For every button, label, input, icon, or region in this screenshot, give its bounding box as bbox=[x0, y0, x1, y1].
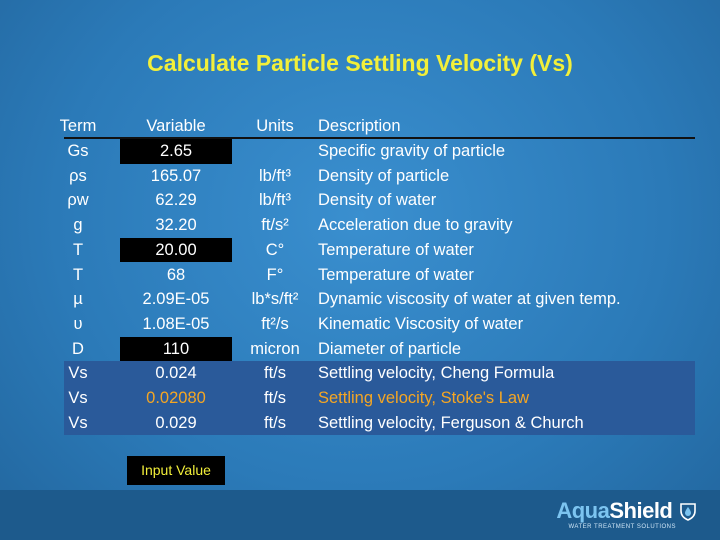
variable-cell: 1.08E-05 bbox=[142, 314, 210, 333]
footer bbox=[0, 490, 720, 540]
term-cell: D bbox=[72, 339, 84, 358]
term-cell: g bbox=[73, 216, 83, 235]
variable-cell: 20.00 bbox=[120, 237, 232, 263]
units-cell: C° bbox=[265, 240, 285, 259]
logo-aqua: Aqua bbox=[556, 498, 610, 523]
term-cell: µ bbox=[73, 290, 83, 309]
description-cell: Density of water bbox=[318, 191, 437, 210]
term-cell: Vs bbox=[68, 413, 88, 432]
description-cell: Temperature of water bbox=[318, 265, 474, 284]
units-cell: ft/s bbox=[263, 364, 286, 383]
units-cell: lb/ft³ bbox=[258, 166, 292, 185]
variable-cell: 0.029 bbox=[155, 413, 197, 432]
term-cell: ρw bbox=[67, 191, 89, 210]
term-cell: Vs bbox=[68, 364, 88, 383]
description-cell: Acceleration due to gravity bbox=[318, 216, 513, 235]
units-cell bbox=[236, 139, 314, 164]
logo-icon bbox=[680, 503, 696, 521]
units-cell: F° bbox=[266, 265, 284, 284]
description-cell: Temperature of water bbox=[318, 240, 474, 259]
term-cell: ρs bbox=[69, 166, 87, 185]
header-term: Term bbox=[59, 117, 97, 135]
variable-cell: 32.20 bbox=[155, 216, 197, 235]
legend: Input Value bbox=[127, 456, 225, 485]
units-cell: ft²/s bbox=[261, 314, 289, 333]
variable-cell: 2.65 bbox=[120, 139, 232, 164]
header-variable: Variable bbox=[146, 117, 206, 135]
logo: AquaShield WATER TREATMENT SOLUTIONS bbox=[556, 498, 698, 530]
units-cell: ft/s² bbox=[261, 216, 289, 235]
header-units: Units bbox=[256, 117, 294, 135]
variable-cell: 0.024 bbox=[155, 364, 197, 383]
units-cell: lb*s/ft² bbox=[251, 290, 299, 309]
logo-tagline: WATER TREATMENT SOLUTIONS bbox=[568, 524, 676, 530]
variable-cell: 2.09E-05 bbox=[142, 290, 210, 309]
description-cell: Settling velocity, Cheng Formula bbox=[318, 364, 555, 383]
variable-cell: 62.29 bbox=[155, 191, 197, 210]
units-cell: ft/s bbox=[263, 413, 286, 432]
term-cell: Gs bbox=[67, 142, 89, 160]
description-cell: Dynamic viscosity of water at given temp… bbox=[318, 290, 621, 309]
term-cell: υ bbox=[73, 314, 83, 333]
variable-cell: 110 bbox=[120, 336, 232, 362]
variable-cell: 0.02080 bbox=[146, 389, 206, 407]
variable-cell: 165.07 bbox=[150, 166, 202, 185]
term-cell: Vs bbox=[68, 389, 88, 407]
title: Calculate Particle Settling Velocity (Vs… bbox=[147, 50, 573, 76]
description-cell: Diameter of particle bbox=[318, 339, 462, 358]
description-cell: Density of particle bbox=[318, 166, 450, 185]
logo-shield: Shield bbox=[609, 498, 673, 523]
description-cell: Kinematic Viscosity of water bbox=[318, 314, 524, 333]
units-cell: micron bbox=[250, 339, 300, 358]
header-rule bbox=[64, 137, 695, 139]
variable-cell: 68 bbox=[166, 265, 186, 284]
description-cell: Settling velocity, Ferguson & Church bbox=[318, 413, 584, 432]
term-cell: T bbox=[72, 265, 84, 284]
description-cell: Specific gravity of particle bbox=[318, 142, 506, 160]
result-band bbox=[64, 361, 695, 435]
term-cell: T bbox=[72, 240, 84, 259]
units-cell: lb/ft³ bbox=[258, 191, 292, 210]
description-cell: Settling velocity, Stoke's Law bbox=[318, 389, 530, 407]
header-description: Description bbox=[318, 117, 401, 135]
units-cell: ft/s bbox=[263, 389, 286, 407]
